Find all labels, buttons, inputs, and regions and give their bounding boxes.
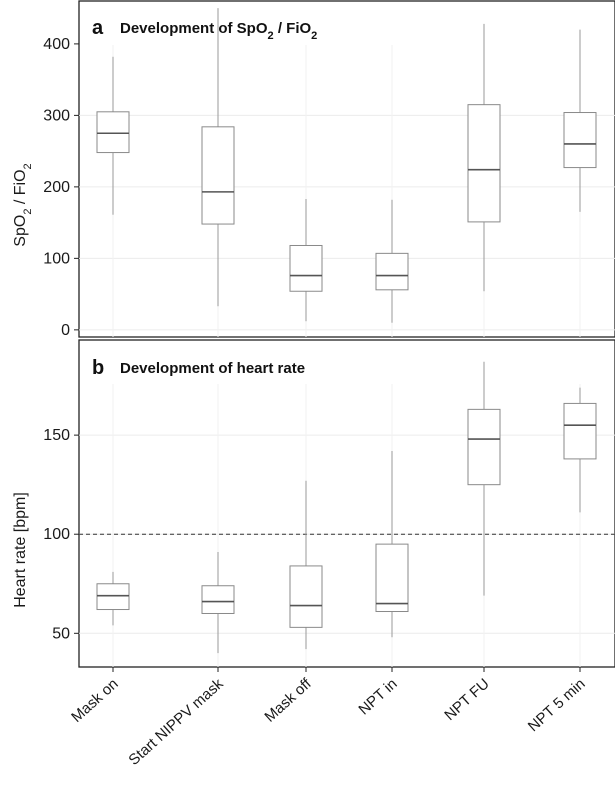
box-iqr xyxy=(290,566,322,627)
panel-a-ylabel-part: / FiO xyxy=(12,169,29,208)
box-iqr xyxy=(97,584,129,610)
panel-b-y-ticks: 50 100 150 xyxy=(43,427,79,642)
y-tick-label: 300 xyxy=(43,107,70,124)
box-iqr xyxy=(202,586,234,614)
panel-b-title: Development of heart rate xyxy=(120,360,305,377)
panel-a: 0 100 200 300 400 a Development of SpO 2 / Fi… xyxy=(12,1,615,339)
panel-a-y-ticks: 0 100 200 300 400 xyxy=(43,36,79,339)
box-iqr xyxy=(376,253,408,289)
box-iqr xyxy=(97,112,129,153)
panel-a-title-subscript: 2 xyxy=(311,30,317,42)
panel-a-y-axis-label: SpO2 / FiO2 xyxy=(12,163,34,246)
panel-a-plot-area xyxy=(79,1,615,337)
panel-b: 50 100 150 b Development of heart rate Hea… xyxy=(12,340,615,667)
box-iqr xyxy=(564,113,596,168)
y-tick-label: 100 xyxy=(43,526,70,543)
panel-a-title-part: / FiO xyxy=(274,20,312,37)
box-iqr xyxy=(202,127,234,224)
y-tick-label: 0 xyxy=(61,322,70,339)
box-iqr xyxy=(564,403,596,458)
box-iqr xyxy=(468,105,500,222)
box-iqr xyxy=(376,544,408,611)
box-iqr xyxy=(468,409,500,484)
panel-a-ylabel-subscript: 2 xyxy=(22,163,34,169)
y-tick-label: 50 xyxy=(52,625,70,642)
panel-b-plot-area xyxy=(79,340,615,667)
x-tick-label: NPT 5 min xyxy=(525,675,589,735)
y-tick-label: 150 xyxy=(43,427,70,444)
y-tick-label: 400 xyxy=(43,36,70,53)
x-tick-label: Mask on xyxy=(68,675,122,726)
x-tick-label: NPT FU xyxy=(441,675,492,724)
panel-b-y-axis-label: Heart rate [bpm] xyxy=(12,492,29,608)
panel-a-letter: a xyxy=(92,17,104,39)
panel-a-title-part: Development of SpO xyxy=(120,20,268,37)
y-tick-label: 200 xyxy=(43,179,70,196)
y-tick-label: 100 xyxy=(43,250,70,267)
panel-b-header: b Development of heart rate xyxy=(92,357,305,379)
x-tick-label: Start NIPPV mask xyxy=(125,675,227,769)
x-tick-label: Mask off xyxy=(261,675,315,726)
x-tick-label: NPT in xyxy=(355,675,400,718)
box-iqr xyxy=(290,245,322,291)
panel-a-ylabel-part: SpO xyxy=(12,215,29,247)
x-axis-category-labels: Mask on Start NIPPV mask Mask off NPT in NPT… xyxy=(68,667,589,769)
panel-b-letter: b xyxy=(92,357,104,379)
